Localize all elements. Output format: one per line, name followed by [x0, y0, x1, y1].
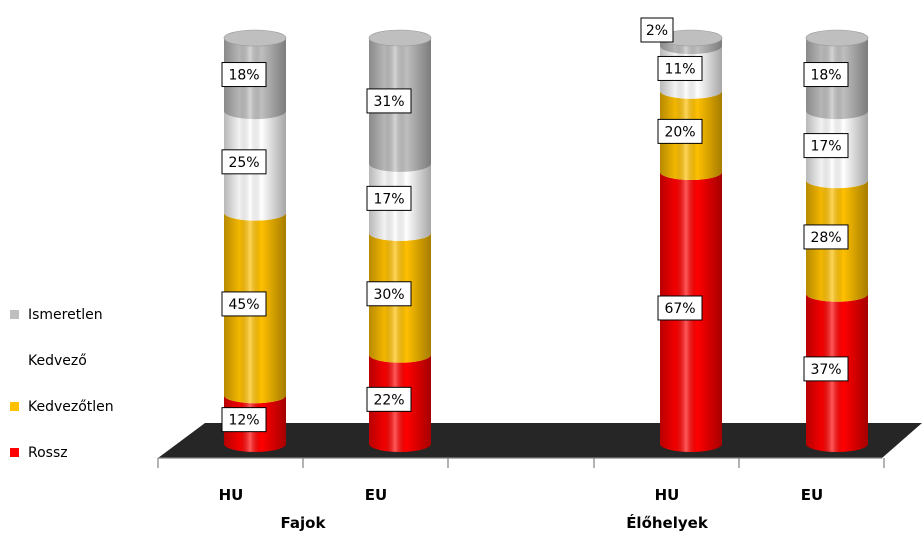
data-label-text: 17% [810, 139, 841, 155]
data-label-box [657, 295, 703, 321]
data-label-ismeretlen-3: 2% [640, 17, 674, 43]
data-label-box [221, 62, 267, 88]
data-label-kedvezo-4: 17% [803, 133, 849, 159]
data-label-box [221, 149, 267, 175]
data-label-rossz-2: 22% [366, 386, 412, 412]
data-label-kedvezotlen-1: 45% [221, 291, 267, 317]
data-label-text: 18% [810, 68, 841, 84]
tick-label-hu-elohelyek: HU [655, 486, 680, 504]
data-label-text: 37% [810, 362, 841, 378]
legend-item-rossz: Rossz [10, 445, 68, 461]
tick-label-eu-fajok: EU [365, 486, 387, 504]
data-label-box [803, 224, 849, 250]
legend-item-ismeretlen: Ismeretlen [10, 307, 103, 323]
legend-swatch-kedvezotlen [10, 402, 19, 411]
data-label-box [366, 281, 412, 307]
data-label-kedvezotlen-4: 28% [803, 224, 849, 250]
data-label-text: 28% [810, 230, 841, 246]
legend-label-rossz: Rossz [28, 445, 68, 461]
chart-floor [158, 423, 922, 458]
data-label-text: 30% [373, 287, 404, 303]
bar-ismeretlen-4-cap [805, 29, 869, 47]
legend-label-ismeretlen: Ismeretlen [28, 307, 103, 323]
data-label-box [366, 88, 412, 114]
legend: Ismeretlen Kedvező Kedvezőtlen Rossz [10, 307, 114, 461]
legend-item-kedvezo: Kedvező [10, 353, 87, 369]
data-label-kedvezo-3: 11% [657, 55, 703, 81]
data-label-text: 22% [373, 392, 404, 408]
data-label-text: 2% [646, 23, 668, 39]
category-labels: HU EU HU EU Fajok Élőhelyek [219, 486, 824, 532]
data-label-kedvezotlen-3: 20% [657, 118, 703, 144]
bar-ismeretlen-2-cap [368, 29, 432, 47]
data-labels: 12% 45% 25% 18% 22% 30% 17% 31% 67% 20% 11% 2% 37% 28… [221, 17, 849, 433]
data-label-text: 31% [373, 94, 404, 110]
group-label-elohelyek: Élőhelyek [626, 513, 709, 532]
bar-ismeretlen-3 [659, 29, 723, 55]
data-label-box [640, 17, 674, 43]
data-label-box [803, 62, 849, 88]
legend-swatch-ismeretlen [10, 310, 19, 319]
data-label-rossz-3: 67% [657, 295, 703, 321]
data-label-rossz-4: 37% [803, 356, 849, 382]
data-label-text: 67% [664, 301, 695, 317]
data-label-text: 12% [228, 413, 259, 429]
bar-ismeretlen-1-cap [223, 29, 287, 47]
tick-label-eu-elohelyek: EU [801, 486, 823, 504]
legend-label-kedvezo: Kedvező [28, 353, 87, 369]
tick-label-hu-fajok: HU [219, 486, 244, 504]
data-label-kedvezo-1: 25% [221, 149, 267, 175]
legend-item-kedvezotlen: Kedvezőtlen [10, 399, 114, 415]
data-label-box [366, 386, 412, 412]
data-label-text: 45% [228, 297, 259, 313]
legend-swatch-rossz [10, 448, 19, 457]
data-label-text: 17% [373, 191, 404, 207]
group-label-fajok: Fajok [281, 514, 327, 532]
data-label-ismeretlen-1: 18% [221, 62, 267, 88]
data-label-box [657, 118, 703, 144]
data-label-box [221, 291, 267, 317]
data-label-box [803, 133, 849, 159]
data-label-text: 25% [228, 155, 259, 171]
data-label-box [366, 185, 412, 211]
data-label-text: 18% [228, 68, 259, 84]
data-label-box [803, 356, 849, 382]
legend-label-kedvezotlen: Kedvezőtlen [28, 399, 114, 415]
data-label-kedvezo-2: 17% [366, 185, 412, 211]
data-label-box [221, 407, 267, 433]
data-label-box [657, 55, 703, 81]
data-label-ismeretlen-2: 31% [366, 88, 412, 114]
legend-swatch-kedvezo [10, 356, 19, 365]
data-label-text: 20% [664, 124, 695, 140]
bars [223, 29, 869, 453]
data-label-kedvezotlen-2: 30% [366, 281, 412, 307]
data-label-rossz-1: 12% [221, 407, 267, 433]
data-label-text: 11% [664, 61, 695, 77]
data-label-ismeretlen-4: 18% [803, 62, 849, 88]
x-axis [157, 457, 885, 468]
